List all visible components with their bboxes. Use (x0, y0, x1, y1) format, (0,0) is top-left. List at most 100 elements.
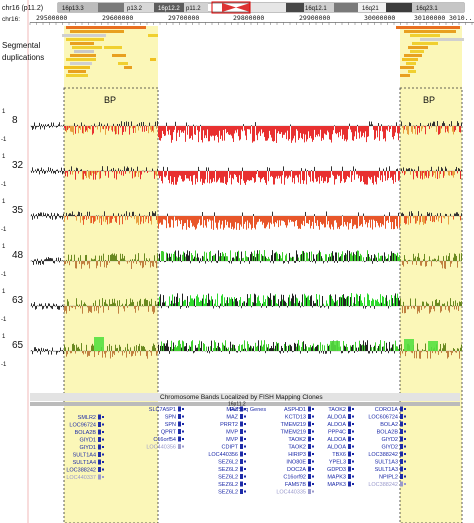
gene-entry[interactable]: C16orf92 (283, 474, 314, 481)
gene-entry[interactable]: SEZ6L2 (218, 466, 246, 474)
track-name: 35 (12, 205, 24, 216)
gene-entry[interactable]: ALDOA (327, 444, 354, 451)
svg-text:HIRIP3: HIRIP3 (288, 452, 306, 458)
gene-entry[interactable]: SMLR2 (78, 414, 104, 422)
gene-entry[interactable]: YPEL3 (329, 459, 354, 466)
segdup-cluster-left[interactable] (62, 26, 158, 77)
svg-text:1: 1 (2, 109, 6, 115)
gene-entry[interactable]: MAZ (226, 414, 246, 421)
gene-entry[interactable]: GDPD3 (327, 466, 354, 474)
gene-entry[interactable]: HIRIP3 (288, 451, 314, 459)
track-signal (31, 211, 462, 230)
gene-entry[interactable]: SEZ6L2 (218, 474, 246, 481)
gene-entry[interactable]: GIYD2 (381, 444, 406, 451)
svg-text:PRRT2: PRRT2 (220, 422, 238, 428)
gene-entry[interactable]: SEZ6L2 (218, 459, 246, 466)
gene-entry[interactable]: BOLA2B (377, 429, 406, 436)
segmental-duplications-track[interactable]: Segmental duplications (2, 26, 464, 77)
gene-entry[interactable]: MVP (226, 429, 246, 436)
track-axis: 1 -1 (1, 154, 7, 188)
gene-entry[interactable]: LOC388242 (368, 451, 406, 459)
gene-entry[interactable]: LOC388242 (368, 481, 406, 489)
signal-track[interactable]: 1 -1 8 (1, 109, 462, 143)
gene-entry[interactable]: NPIPL2 (379, 474, 406, 481)
gene-entry[interactable]: SLC7A5P1 (149, 406, 184, 414)
gene-entry[interactable]: CDIPT (222, 444, 247, 451)
gene-entry[interactable]: BOLA2B (75, 429, 104, 437)
svg-text:SEZ6L2: SEZ6L2 (218, 460, 238, 466)
gene-entry[interactable]: LOC440356 (146, 444, 184, 451)
gene-entry[interactable]: LOC440337 (66, 474, 104, 482)
gene-entry[interactable]: INO80E (286, 459, 314, 466)
gene-entry[interactable]: PPP4C (328, 429, 354, 436)
refseq-genes-track[interactable]: SMLR2LOC96724BOLA2BGIYD1GIYD1SULT1A4SULT… (66, 406, 406, 496)
signal-track[interactable]: 1 -1 63 (1, 289, 462, 323)
svg-text:SULT1A4: SULT1A4 (73, 453, 96, 459)
gene-entry[interactable]: LOC440356 (208, 451, 246, 459)
gene-entry[interactable]: C16orf54 (153, 436, 184, 444)
gene-entry[interactable]: TAOK2 (288, 444, 314, 451)
svg-text:TMEM219: TMEM219 (281, 422, 306, 428)
gene-entry[interactable]: MAZ (226, 406, 246, 414)
gene-entry[interactable]: SULT1A3 (375, 459, 406, 466)
gene-entry[interactable]: SEZ6L2 (218, 489, 246, 496)
gene-entry[interactable]: ALDOA (327, 436, 354, 444)
gene-entry[interactable]: TBX6 (332, 451, 354, 459)
ideogram[interactable]: chr16 (p11.2) 16p13.3 p13.2 16p12.2 p11.… (2, 1, 465, 14)
gene-entry[interactable]: SULT1A4 (73, 459, 104, 467)
gene-entry[interactable]: SEZ6L2 (218, 481, 246, 489)
gene-entry[interactable]: ALDOA (327, 421, 354, 429)
gene-entry[interactable]: GIYD1 (79, 437, 104, 444)
gene-entry[interactable]: LOC606724 (368, 414, 406, 421)
gene-entry[interactable]: SPN (165, 421, 184, 429)
position-label: 30000000 (364, 14, 395, 22)
gene-entry[interactable]: CORO1A (375, 406, 406, 414)
signal-track[interactable]: 1 -1 35 (1, 199, 462, 233)
gene-entry[interactable]: LOC388242 (66, 467, 104, 474)
gene-entry[interactable]: FAM57B (285, 481, 314, 489)
gene-entry[interactable]: MAPK3 (327, 474, 354, 481)
bp-region-left-outline (63, 87, 159, 523)
gene-entry[interactable]: KCTD13 (285, 414, 314, 421)
svg-text:SEZ6L2: SEZ6L2 (218, 467, 238, 473)
svg-text:LOC440335: LOC440335 (276, 490, 306, 496)
gene-entry[interactable]: DOC2A (287, 466, 314, 474)
svg-text:MAPK3: MAPK3 (327, 475, 346, 481)
gene-entry[interactable]: ALDOA (327, 414, 354, 421)
gene-entry[interactable]: BOLA2 (380, 421, 406, 429)
signal-track[interactable]: 1 -1 65 (1, 334, 462, 368)
svg-text:LOC388242: LOC388242 (368, 482, 398, 488)
gene-entry[interactable]: GIYD1 (79, 444, 104, 452)
gene-entry[interactable]: SPN (165, 414, 184, 421)
position-ruler[interactable]: chr16: 29500000 29600000 29700000 298000… (2, 14, 474, 25)
gene-entry[interactable]: SULT1A4 (73, 452, 104, 459)
segdup-cluster-right[interactable] (396, 26, 464, 77)
gene-entry[interactable]: SULT1A3 (375, 466, 406, 474)
svg-text:NPIPL2: NPIPL2 (379, 475, 398, 481)
segdup-label: duplications (2, 53, 44, 62)
gene-entry[interactable]: TMEM219 (281, 429, 314, 436)
signal-track[interactable]: 1 -1 48 (1, 244, 462, 278)
signal-track[interactable]: 1 -1 32 (1, 154, 462, 188)
gene-entry[interactable]: TAOK2 (288, 436, 314, 444)
svg-text:INO80E: INO80E (286, 460, 306, 466)
fish-clones-track[interactable]: Chromosome Bands Localized by FISH Mappi… (30, 393, 460, 413)
gene-entry[interactable]: TMEM219 (281, 421, 314, 429)
gene-entry[interactable]: MAPK3 (327, 481, 354, 489)
gene-entry[interactable]: GIYD2 (381, 436, 406, 444)
gene-entry[interactable]: MVP (226, 436, 246, 444)
gene-entry[interactable]: PRRT2 (220, 421, 246, 429)
svg-text:-1: -1 (1, 362, 7, 368)
fish-band-bar[interactable] (30, 402, 460, 406)
svg-text:LOC606724: LOC606724 (368, 415, 398, 421)
gene-entry[interactable]: LOC96724 (69, 422, 104, 429)
gene-entry[interactable]: LOC440335 (276, 489, 314, 496)
svg-text:SULT1A4: SULT1A4 (73, 460, 96, 466)
svg-text:GIYD1: GIYD1 (79, 445, 96, 451)
position-label: 30100000 (414, 14, 445, 22)
gene-entry[interactable]: TAOK2 (328, 406, 354, 414)
gene-entry[interactable]: ASPHD1 (284, 406, 314, 414)
gene-entry[interactable]: QPRT (161, 429, 184, 436)
refseq-track-header: RefSeq Genes (230, 407, 266, 413)
